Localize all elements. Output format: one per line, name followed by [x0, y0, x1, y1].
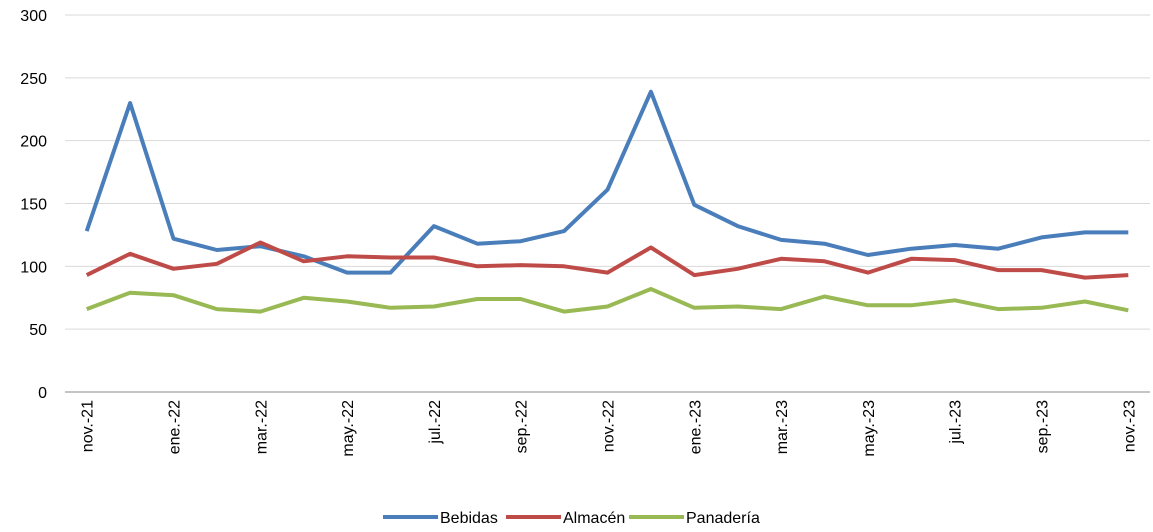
x-tick-label: may.-22	[340, 400, 357, 457]
y-tick-label: 300	[20, 8, 47, 25]
series-line	[85, 287, 1129, 314]
legend-label: Bebidas	[440, 510, 498, 527]
x-tick-label: nov.-21	[80, 400, 97, 452]
legend-label: Almacén	[563, 510, 625, 527]
x-tick-label: jul.-23	[948, 400, 965, 445]
x-tick-label: ene.-23	[687, 400, 704, 454]
y-tick-label: 0	[38, 385, 47, 402]
legend-label: Panadería	[686, 510, 760, 527]
x-tick-label: nov.-23	[1121, 400, 1138, 452]
series-line	[84, 89, 1129, 275]
y-tick-label: 150	[20, 197, 47, 214]
y-tick-label: 100	[20, 259, 47, 276]
x-tick-label: sep.-23	[1035, 400, 1052, 453]
x-tick-label: may.-23	[861, 400, 878, 457]
x-tick-label: mar.-22	[253, 400, 270, 454]
x-tick-label: sep.-22	[514, 400, 531, 453]
x-tick-label: ene.-22	[167, 400, 184, 454]
series-line	[85, 240, 1129, 280]
x-tick-label: mar.-23	[774, 400, 791, 454]
y-tick-label: 200	[20, 134, 47, 151]
x-tick-label: nov.-22	[601, 400, 618, 452]
x-tick-label: jul.-22	[427, 400, 444, 445]
y-tick-label: 50	[29, 322, 47, 339]
y-tick-label: 250	[20, 71, 47, 88]
